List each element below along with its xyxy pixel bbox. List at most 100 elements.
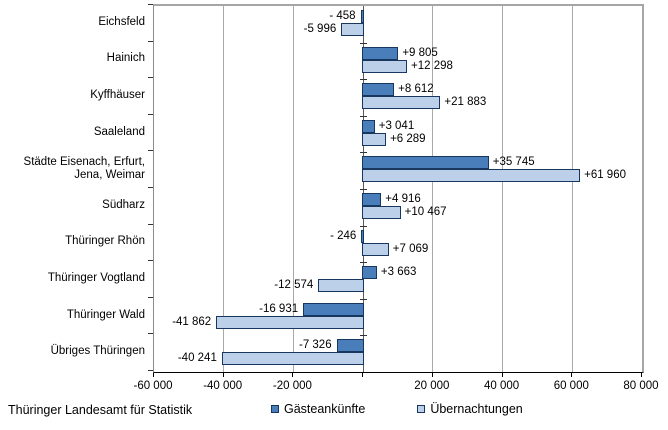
bar-uebernachtungen: [362, 206, 401, 219]
legend: Gästeankünfte Übernachtungen: [271, 402, 523, 416]
bar-uebernachtungen: [362, 59, 407, 73]
y-axis-tick: [148, 260, 153, 261]
legend-swatch-uebernachtungen: [417, 405, 426, 413]
gridline: [223, 6, 225, 372]
zero-axis-tick: [359, 188, 367, 190]
x-axis-tick: [292, 373, 294, 377]
bar-gaesteankuenfte: [360, 10, 365, 23]
category-label: Thüringer Vogtland: [47, 271, 145, 284]
bar-value-label: +6 289: [390, 132, 426, 145]
y-axis-tick: [148, 77, 153, 78]
x-axis-tick: [222, 373, 224, 377]
bar-value-label: +21 883: [444, 96, 487, 109]
bar-gaesteankuenfte: [336, 339, 365, 353]
bar-gaesteankuenfte: [362, 156, 489, 170]
bar-gaesteankuenfte: [362, 46, 399, 60]
y-axis-tick: [148, 41, 153, 42]
bar-value-label: - 458: [329, 10, 356, 22]
bar-value-label: +9 805: [402, 46, 438, 59]
bar-gaesteankuenfte: [362, 119, 375, 133]
bar-value-label: +3 663: [380, 266, 417, 279]
bar-gaesteankuenfte: [361, 229, 365, 243]
bar-value-label: +3 041: [378, 119, 415, 132]
bar-value-label: -7 326: [298, 339, 332, 352]
y-axis-tick: [148, 333, 153, 334]
category-label: Südharz: [102, 198, 145, 211]
bar-value-label: -40 241: [177, 352, 217, 365]
x-axis-tick: [153, 373, 154, 377]
x-axis-tick: [501, 373, 503, 377]
zero-axis-tick: [359, 78, 367, 80]
bar-value-label: -16 931: [259, 302, 299, 315]
bar-value-label: +8 612: [398, 83, 434, 96]
bar-uebernachtungen: [341, 23, 365, 36]
category-label: Hainich: [106, 52, 145, 65]
zero-axis-tick: [359, 298, 367, 300]
gridline: [571, 6, 573, 372]
bar-value-label: +4 916: [385, 193, 421, 205]
bar-value-label: +12 298: [411, 59, 453, 72]
category-label: Eichsfeld: [98, 15, 145, 28]
source-text: Thüringer Landesamt für Statistik: [8, 403, 193, 417]
x-tick-label: 20 000: [414, 380, 450, 392]
bar-value-label: -41 862: [172, 315, 212, 328]
y-axis-tick: [148, 150, 153, 151]
bar-gaesteankuenfte: [362, 83, 395, 97]
bar-uebernachtungen: [362, 169, 581, 183]
category-label: Kyffhäuser: [90, 88, 145, 101]
bar-value-label: +7 069: [392, 242, 429, 255]
x-tick-label: 60 000: [553, 380, 589, 392]
legend-label: Gästeankünfte: [284, 402, 366, 416]
zero-axis-tick: [359, 151, 367, 153]
bar-uebernachtungen: [362, 132, 387, 146]
x-tick-label: 80 000: [623, 380, 659, 392]
zero-axis-tick: [359, 115, 367, 117]
x-axis-tick: [571, 373, 573, 377]
gridline: [292, 6, 294, 372]
bar-value-label: +61 960: [584, 169, 626, 182]
zero-axis-tick: [359, 261, 367, 263]
bar-gaesteankuenfte: [362, 266, 377, 280]
zero-axis-tick: [359, 42, 367, 44]
bar-gaesteankuenfte: [362, 193, 382, 206]
x-axis-tick: [431, 373, 433, 377]
x-tick-label: -40 000: [203, 380, 243, 392]
category-label: Städte Eisenach, Erfurt, Jena, Weimar: [23, 155, 145, 181]
bar-uebernachtungen: [362, 96, 441, 110]
x-tick-label: -20 000: [272, 380, 312, 392]
y-axis-tick: [148, 370, 153, 371]
x-tick-label: 40 000: [483, 380, 520, 392]
bar-value-label: +10 467: [404, 206, 447, 218]
x-axis-tick: [362, 373, 364, 377]
bar-value-label: - 246: [330, 229, 357, 242]
x-axis-tick: [641, 373, 642, 377]
gridline: [432, 6, 434, 372]
bar-gaesteankuenfte: [303, 302, 365, 316]
legend-item: Gästeankünfte: [271, 402, 365, 416]
plot-area: - 458 +9 805 +8 612 +3 041 +35 745 +4 916 - 24…: [153, 4, 644, 373]
x-tick-label: -60 000: [133, 380, 173, 392]
y-axis-tick: [148, 224, 153, 225]
bar-value-label: +35 745: [492, 156, 535, 169]
category-label: Übriges Thüringen: [50, 345, 145, 358]
gridline: [502, 6, 504, 372]
bar-value-label: -12 574: [274, 279, 314, 292]
y-axis-tick: [148, 297, 153, 298]
legend-label: Übernachtungen: [430, 402, 523, 416]
category-label: Thüringer Rhön: [65, 235, 145, 248]
y-axis-tick: [148, 4, 153, 5]
y-axis-tick: [148, 187, 153, 188]
legend-item: Übernachtungen: [417, 402, 523, 416]
zero-axis-tick: [359, 334, 367, 336]
bar-uebernachtungen: [221, 352, 365, 366]
category-label: Thüringer Wald: [66, 308, 145, 321]
bar-uebernachtungen: [362, 242, 389, 256]
y-axis-tick: [148, 114, 153, 115]
bar-value-label: -5 996: [303, 23, 337, 35]
bar-uebernachtungen: [318, 279, 365, 293]
legend-swatch-gaesteankuenfte: [271, 405, 279, 413]
category-label: Saaleland: [93, 125, 145, 138]
bar-uebernachtungen: [216, 315, 365, 329]
zero-axis-tick: [359, 225, 367, 227]
